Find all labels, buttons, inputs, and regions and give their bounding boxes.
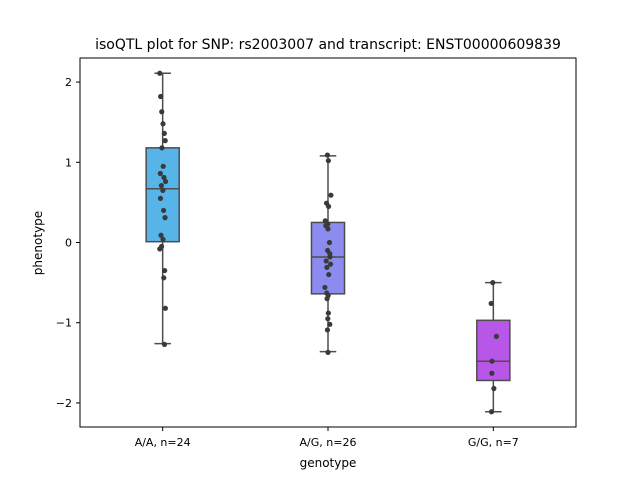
data-point [490, 280, 496, 286]
data-point [161, 174, 167, 181]
data-point [488, 300, 494, 307]
data-point [325, 158, 331, 164]
data-point [327, 321, 333, 327]
data-point [158, 93, 164, 100]
data-point [159, 145, 165, 151]
box [145, 147, 180, 243]
y-tick-label: 1 [65, 156, 72, 169]
data-point [161, 130, 167, 137]
data-point [160, 207, 167, 214]
data-point [160, 236, 166, 242]
box-group [476, 281, 511, 413]
data-point [158, 232, 164, 238]
y-tick-label: 2 [65, 76, 72, 89]
data-point [324, 264, 330, 270]
data-point [325, 221, 331, 227]
data-point [325, 226, 331, 232]
data-point [325, 203, 332, 210]
data-point [325, 316, 331, 322]
data-point [161, 275, 167, 281]
chart-title: isoQTL plot for SNP: rs2003007 and trans… [95, 37, 561, 53]
data-point [324, 296, 330, 302]
data-point [324, 327, 331, 333]
data-point [327, 261, 334, 267]
data-point [325, 349, 331, 355]
data-point [322, 284, 328, 291]
data-point [489, 370, 495, 376]
y-tick-label: 0 [65, 237, 72, 250]
data-point [162, 267, 168, 274]
plot-area [145, 70, 511, 415]
box [476, 319, 511, 382]
data-point [162, 305, 168, 311]
data-point [157, 195, 164, 201]
data-point [489, 358, 495, 364]
data-point [161, 341, 168, 347]
points-group [488, 280, 500, 415]
data-point [325, 310, 331, 316]
data-point [162, 178, 169, 185]
data-point [162, 215, 168, 221]
data-point [324, 152, 331, 158]
x-tick-label: G/G, n=7 [468, 436, 519, 449]
y-axis-label: phenotype [31, 211, 45, 275]
points-group [157, 70, 169, 347]
data-point [491, 385, 497, 392]
y-tick-label: −1 [56, 317, 72, 330]
data-point [493, 333, 500, 339]
box-group [145, 72, 180, 345]
y-tick-label: −2 [56, 397, 72, 410]
data-point [162, 138, 168, 144]
data-point [160, 163, 166, 169]
y-axis: −2 −1 0 1 2 [56, 76, 80, 410]
data-point [157, 70, 163, 76]
x-axis: A/A, n=24 A/G, n=26 G/G, n=7 [135, 427, 519, 449]
x-tick-label: A/A, n=24 [135, 436, 191, 449]
x-axis-label: genotype [300, 456, 357, 470]
data-point [158, 182, 164, 189]
data-point [157, 246, 163, 252]
data-point [323, 258, 329, 264]
data-point [326, 271, 332, 278]
data-point [159, 109, 165, 115]
data-point [327, 251, 333, 257]
points-group [322, 152, 334, 355]
data-point [328, 192, 334, 198]
data-point [326, 239, 333, 246]
x-tick-label: A/G, n=26 [300, 436, 357, 449]
data-point [157, 170, 163, 177]
data-point [160, 187, 166, 193]
data-point [488, 409, 495, 415]
data-point [160, 121, 166, 127]
